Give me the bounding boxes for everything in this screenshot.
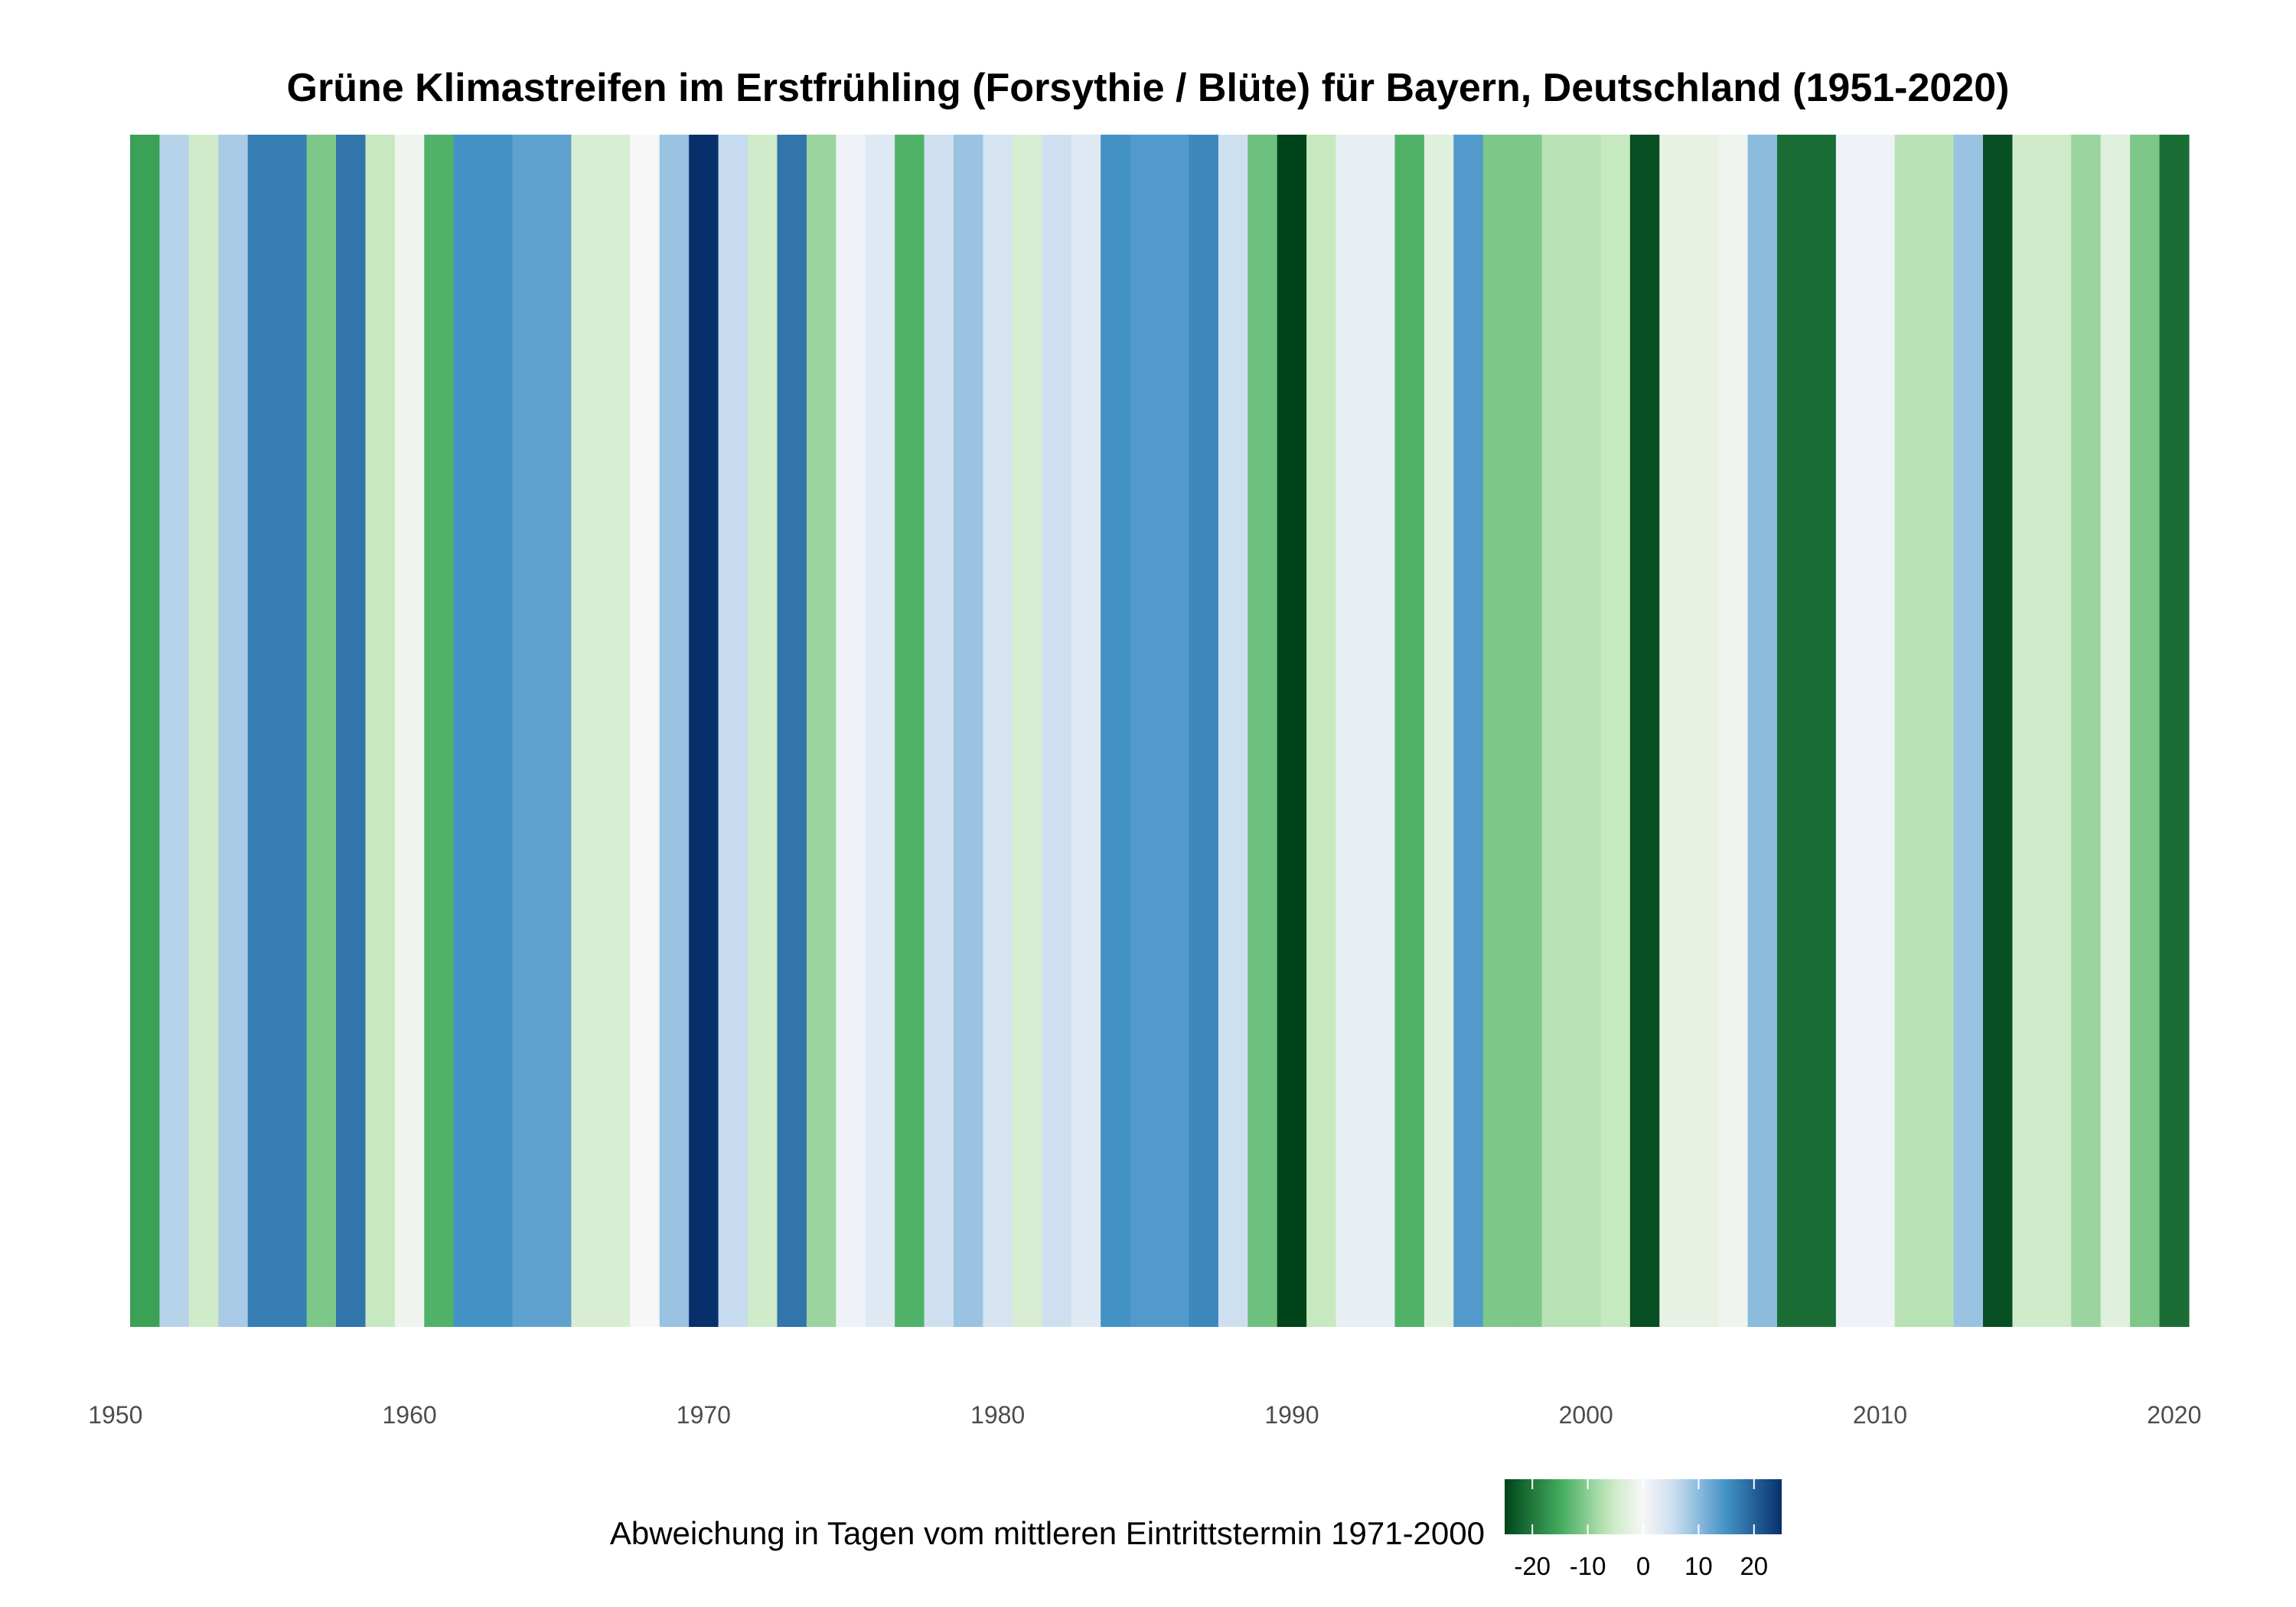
x-tick-label-1980: 1980: [970, 1401, 1025, 1429]
stripe-2004: [1688, 135, 1719, 1327]
stripe-1952: [159, 135, 190, 1327]
x-axis-ticks: 1950 1960 1970 1980 1990 2000 2010 2020: [88, 1401, 2201, 1429]
stripe-1987: [1189, 135, 1219, 1327]
stripes: [130, 135, 2190, 1327]
stripe-2005: [1718, 135, 1749, 1327]
stripe-2013: [1953, 135, 1984, 1327]
stripe-2018: [2100, 135, 2131, 1327]
legend-tick-label-10: 10: [1684, 1552, 1713, 1580]
stripe-2011: [1894, 135, 1925, 1327]
stripe-1967: [600, 135, 631, 1327]
stripe-1966: [571, 135, 602, 1327]
stripe-1999: [1541, 135, 1572, 1327]
stripe-1994: [1394, 135, 1425, 1327]
legend-tick-label--10: -10: [1570, 1552, 1606, 1580]
legend-title: Abweichung in Tagen vom mittleren Eintri…: [610, 1515, 1485, 1551]
stripe-1992: [1336, 135, 1366, 1327]
x-tick-label-1960: 1960: [382, 1401, 436, 1429]
stripe-1962: [453, 135, 484, 1327]
stripe-1973: [777, 135, 807, 1327]
stripe-2001: [1600, 135, 1631, 1327]
legend-ticks: -20 -10 0 10 20: [1514, 1479, 1768, 1580]
stripe-1971: [718, 135, 748, 1327]
stripe-1955: [247, 135, 278, 1327]
stripe-2009: [1835, 135, 1866, 1327]
x-tick-label-2010: 2010: [1853, 1401, 1907, 1429]
stripe-1954: [218, 135, 249, 1327]
stripe-1991: [1306, 135, 1337, 1327]
stripe-1980: [983, 135, 1013, 1327]
stripe-1977: [895, 135, 925, 1327]
stripe-1979: [954, 135, 984, 1327]
stripe-1956: [277, 135, 308, 1327]
stripe-2002: [1629, 135, 1660, 1327]
legend-tick-label-20: 20: [1740, 1552, 1768, 1580]
stripe-1986: [1159, 135, 1190, 1327]
stripe-1993: [1365, 135, 1396, 1327]
stripe-2010: [1865, 135, 1896, 1327]
stripe-1957: [306, 135, 337, 1327]
stripe-1981: [1012, 135, 1042, 1327]
stripe-1975: [836, 135, 866, 1327]
stripe-2014: [1983, 135, 2014, 1327]
stripe-1958: [336, 135, 367, 1327]
stripe-2007: [1777, 135, 1808, 1327]
stripe-1964: [512, 135, 543, 1327]
stripe-2015: [2012, 135, 2043, 1327]
stripe-1965: [542, 135, 572, 1327]
stripe-1995: [1424, 135, 1454, 1327]
stripe-1969: [659, 135, 690, 1327]
x-tick-label-1990: 1990: [1264, 1401, 1319, 1429]
stripe-1974: [806, 135, 837, 1327]
x-tick-label-1950: 1950: [88, 1401, 142, 1429]
chart-title: Grüne Klimastreifen im Erstfrühling (For…: [287, 66, 2010, 110]
stripe-2020: [2159, 135, 2190, 1327]
stripe-1983: [1071, 135, 1101, 1327]
stripe-1972: [748, 135, 778, 1327]
legend: Abweichung in Tagen vom mittleren Eintri…: [610, 1479, 1782, 1580]
stripe-1961: [424, 135, 455, 1327]
legend-tick-label-0: 0: [1636, 1552, 1650, 1580]
stripe-1982: [1042, 135, 1072, 1327]
stripe-2000: [1571, 135, 1602, 1327]
stripe-1989: [1247, 135, 1278, 1327]
stripe-2017: [2071, 135, 2102, 1327]
stripe-1985: [1130, 135, 1160, 1327]
stripe-1984: [1101, 135, 1131, 1327]
stripe-1996: [1453, 135, 1484, 1327]
stripe-1960: [394, 135, 425, 1327]
stripe-2008: [1806, 135, 1837, 1327]
stripe-1970: [689, 135, 719, 1327]
stripe-1990: [1277, 135, 1307, 1327]
legend-tick-label--20: -20: [1514, 1552, 1551, 1580]
stripe-2006: [1747, 135, 1778, 1327]
stripe-1963: [483, 135, 514, 1327]
stripe-2012: [1924, 135, 1955, 1327]
stripe-2016: [2041, 135, 2072, 1327]
stripe-2003: [1659, 135, 1690, 1327]
x-tick-label-2000: 2000: [1559, 1401, 1613, 1429]
stripe-1997: [1482, 135, 1513, 1327]
stripe-2019: [2130, 135, 2161, 1327]
stripe-1998: [1512, 135, 1543, 1327]
x-tick-label-1970: 1970: [677, 1401, 731, 1429]
x-tick-label-2020: 2020: [2147, 1401, 2201, 1429]
stripe-1959: [365, 135, 396, 1327]
stripe-1953: [188, 135, 219, 1327]
stripe-1968: [630, 135, 660, 1327]
stripe-1951: [130, 135, 161, 1327]
stripe-1976: [865, 135, 895, 1327]
stripe-1978: [924, 135, 954, 1327]
stripe-1988: [1218, 135, 1248, 1327]
